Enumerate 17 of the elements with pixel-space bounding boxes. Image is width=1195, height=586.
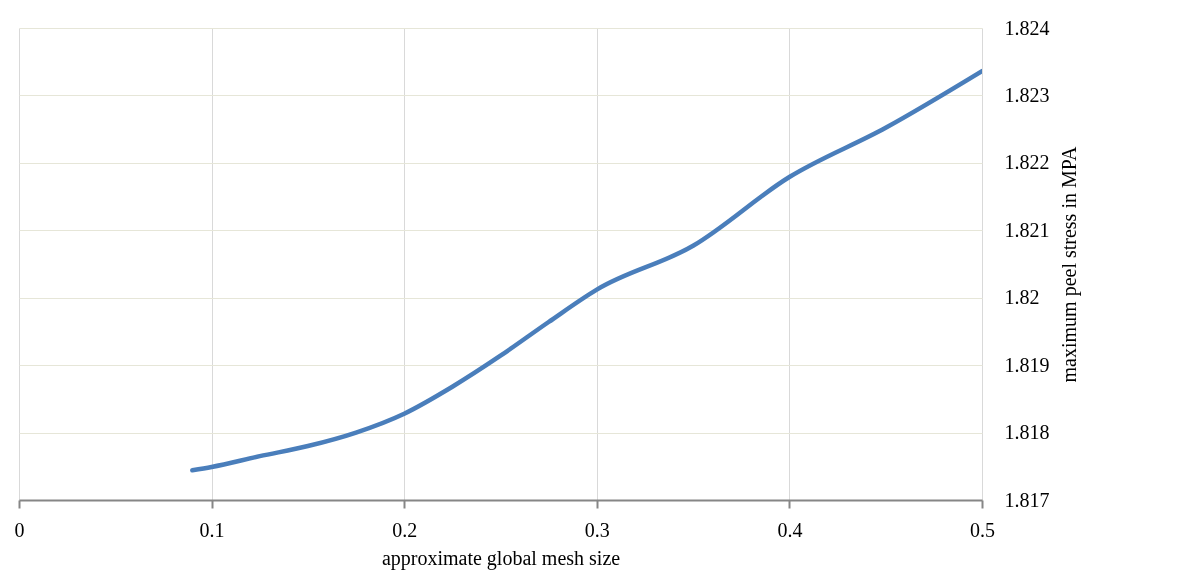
- x-tick-label: 0.1: [199, 518, 225, 541]
- y-tick-label: 1.824: [1004, 16, 1050, 39]
- x-tick-label: 0.3: [584, 518, 610, 541]
- y-tick-label: 1.82: [1004, 286, 1040, 309]
- y-tick-label: 1.818: [1004, 421, 1050, 444]
- x-tick-label: 0: [14, 518, 25, 541]
- x-tick-label: 0.2: [392, 518, 418, 541]
- y-tick-label: 1.821: [1004, 218, 1050, 241]
- y-tick-label: 1.817: [1004, 488, 1050, 511]
- x-axis-title: approximate global mesh size: [381, 546, 621, 570]
- y-tick-label: 1.822: [1004, 151, 1050, 174]
- line-series: [190, 68, 982, 473]
- y-tick-label: 1.819: [1004, 353, 1050, 376]
- y-tick-label: 1.823: [1004, 83, 1050, 106]
- y-axis-title: maximum peel stress in MPA: [1057, 145, 1081, 383]
- x-tick-label: 0.4: [777, 518, 803, 541]
- x-tick-label: 0.5: [970, 518, 995, 541]
